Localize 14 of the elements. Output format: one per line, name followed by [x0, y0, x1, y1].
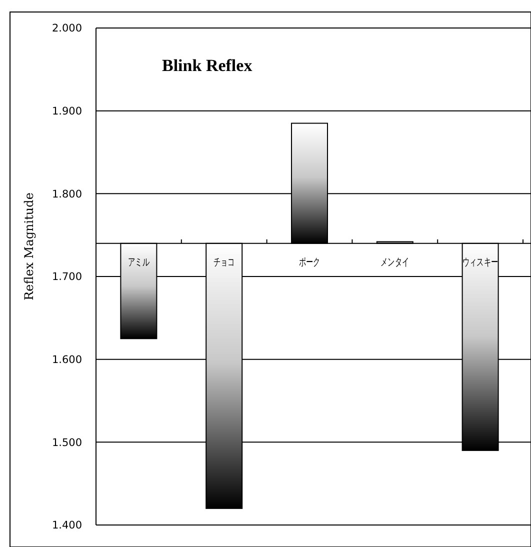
- x-tick-label: アミル: [128, 257, 150, 269]
- x-tick-label: ポーク: [298, 257, 320, 269]
- y-axis-title: Reflex Magnitude: [22, 192, 36, 300]
- x-tick-label: ウィスキー: [462, 257, 498, 269]
- y-tick-label: 1.800: [52, 188, 82, 200]
- x-tick-label: メンタイ: [380, 257, 410, 269]
- text: Blink Reflex: [162, 56, 253, 75]
- y-tick-label: 1.900: [52, 106, 82, 118]
- y-tick-label: 1.500: [52, 436, 82, 449]
- y-tick-label: 1.700: [52, 271, 82, 284]
- y-tick-label: 1.600: [52, 354, 82, 366]
- x-tick-label: チョコ: [213, 257, 235, 269]
- y-tick-label: 2.000: [52, 22, 82, 35]
- y-tick-label: 1.400: [52, 520, 82, 532]
